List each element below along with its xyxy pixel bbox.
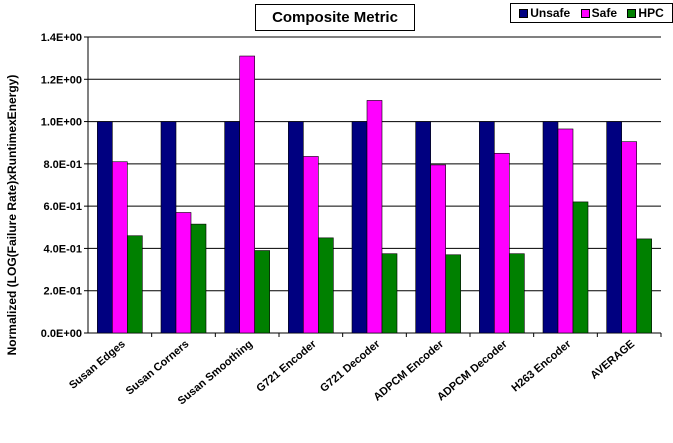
bar-hpc bbox=[445, 254, 461, 334]
bar-hpc bbox=[318, 237, 334, 334]
chart-title: Composite Metric bbox=[255, 4, 415, 31]
y-axis-label: Normalized (LOG(Failure Rate)xRuntimexEn… bbox=[5, 75, 19, 356]
legend-swatch-unsafe bbox=[519, 8, 529, 18]
bar-hpc bbox=[636, 238, 652, 334]
bar-hpc bbox=[190, 223, 207, 334]
legend-label-unsafe: Unsafe bbox=[530, 6, 571, 20]
legend-item-safe: Safe bbox=[580, 6, 617, 20]
legend-label-hpc: HPC bbox=[638, 6, 664, 20]
bar-safe bbox=[303, 156, 319, 334]
bar-unsafe bbox=[97, 121, 113, 334]
bar-hpc bbox=[127, 235, 143, 334]
y-tick-label: 6.0E-01 bbox=[43, 201, 82, 213]
y-tick-label: 0.0E+00 bbox=[41, 328, 82, 340]
bar-unsafe bbox=[479, 121, 495, 334]
x-tick-label: Susan Edges bbox=[67, 338, 128, 392]
bar-safe bbox=[239, 55, 255, 334]
bar-unsafe bbox=[351, 121, 368, 334]
bar-unsafe bbox=[415, 121, 431, 334]
x-tick-label: ADPCM Decoder bbox=[435, 338, 510, 404]
legend-swatch-safe bbox=[580, 8, 590, 18]
bar-hpc bbox=[254, 250, 270, 334]
legend-item-hpc: HPC bbox=[627, 6, 664, 20]
y-tick-label: 1.4E+00 bbox=[41, 32, 82, 44]
bar-unsafe bbox=[288, 121, 304, 334]
bar-unsafe bbox=[542, 121, 559, 334]
bar-unsafe bbox=[606, 121, 622, 334]
bar-safe bbox=[430, 164, 446, 334]
bar-safe bbox=[112, 161, 128, 334]
bar-unsafe bbox=[224, 121, 240, 334]
x-tick-label: H263 Encoder bbox=[510, 338, 574, 395]
y-tick-label: 1.0E+00 bbox=[41, 117, 82, 129]
bar-safe bbox=[557, 128, 574, 334]
bar-hpc bbox=[572, 201, 589, 334]
bar-hpc bbox=[509, 253, 525, 334]
y-tick-label: 8.0E-01 bbox=[43, 159, 82, 171]
y-tick-label: 2.0E-01 bbox=[43, 286, 82, 298]
y-tick-label: 4.0E-01 bbox=[43, 243, 82, 255]
legend: Unsafe Safe HPC bbox=[510, 3, 673, 23]
bar-safe bbox=[494, 152, 510, 334]
x-tick-label: AVERAGE bbox=[588, 338, 637, 382]
x-tick-label: G721 Encoder bbox=[254, 338, 319, 395]
x-tick-label: G721 Decoder bbox=[318, 338, 383, 395]
legend-label-safe: Safe bbox=[591, 6, 617, 20]
y-tick-label: 1.2E+00 bbox=[41, 74, 82, 86]
bar-unsafe bbox=[160, 121, 177, 334]
bar-safe bbox=[366, 100, 383, 334]
legend-item-unsafe: Unsafe bbox=[519, 6, 570, 20]
bar-safe bbox=[621, 141, 637, 334]
bar-hpc bbox=[381, 253, 398, 334]
legend-swatch-hpc bbox=[627, 8, 637, 18]
x-tick-label: Susan Corners bbox=[124, 338, 192, 397]
bar-safe bbox=[175, 212, 192, 334]
